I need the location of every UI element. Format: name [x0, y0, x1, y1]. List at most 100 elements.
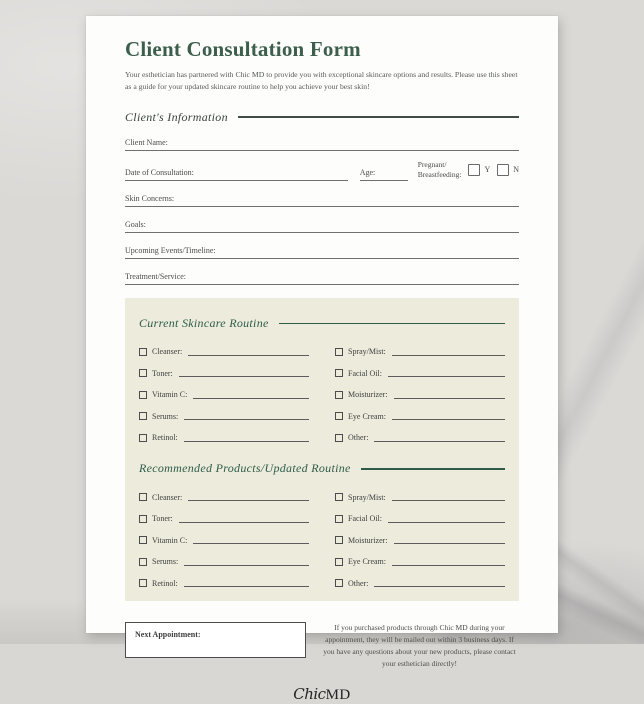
next-appointment-box[interactable]: Next Appointment: [125, 621, 306, 658]
serums-checkbox[interactable] [139, 557, 147, 566]
spray-mist-checkbox[interactable] [335, 493, 343, 502]
eye-cream-checkbox[interactable] [335, 557, 343, 566]
checkbox-item-other: Other: [335, 433, 505, 442]
checkbox-item-serums: Serums: [139, 412, 309, 421]
moisturizer-write-line[interactable] [393, 536, 505, 545]
other-checkbox[interactable] [335, 433, 343, 442]
moisturizer-write-line[interactable] [393, 391, 505, 399]
checkbox-item-facial-oil: Facial Oil: [335, 514, 505, 523]
client-name-label: Client Name: [125, 137, 168, 147]
recommended-routine-grid: Cleanser: Spray/Mist: Toner: Facial Oil:… [139, 480, 505, 588]
checkbox-item-eye-cream: Eye Cream: [335, 557, 505, 566]
checkbox-item-retinol: Retinol: [139, 579, 309, 588]
eye-cream-write-line[interactable] [391, 412, 505, 421]
spray-mist-checkbox[interactable] [335, 347, 343, 356]
checkbox-item-eye-cream: Eye Cream: [335, 412, 505, 421]
cleanser-checkbox[interactable] [139, 347, 147, 356]
checkbox-item-moisturizer: Moisturizer: [335, 536, 505, 545]
cleanser-write-line[interactable] [188, 493, 309, 502]
eye-cream-checkbox[interactable] [335, 412, 343, 421]
pregnant-no-option[interactable]: N [497, 163, 519, 176]
spray-mist-write-line[interactable] [391, 493, 505, 502]
checkbox-item-cleanser: Cleanser: [139, 347, 309, 356]
pregnant-breastfeeding-group: Pregnant/ Breastfeeding: Y N [418, 160, 519, 181]
checkbox-item-moisturizer: Moisturizer: [335, 390, 505, 399]
treatment-service-field[interactable]: Treatment/Service: [125, 268, 519, 285]
facial-oil-checkbox[interactable] [335, 369, 343, 378]
date-of-consultation-label: Date of Consultation: [125, 167, 194, 177]
section-divider-line [278, 322, 505, 325]
date-age-pregnant-row: Date of Consultation: Age: Pregnant/ Bre… [125, 160, 519, 181]
no-label: N [513, 165, 519, 175]
section-current-routine: Current Skincare Routine [139, 316, 505, 331]
date-of-consultation-field[interactable]: Date of Consultation: [125, 164, 348, 181]
serums-checkbox[interactable] [139, 412, 147, 421]
checkbox-item-vitamin-c: Vitamin C: [139, 390, 309, 399]
retinol-checkbox[interactable] [139, 579, 147, 588]
yes-label: Y [484, 165, 491, 175]
facial-oil-write-line[interactable] [388, 369, 505, 378]
section-client-information: Client's Information [125, 110, 519, 125]
checkbox-item-facial-oil: Facial Oil: [335, 369, 505, 378]
serums-write-line[interactable] [184, 412, 309, 421]
toner-write-line[interactable] [178, 515, 309, 523]
footer-note-text: If you purchased products through Chic M… [323, 622, 516, 668]
retinol-write-line[interactable] [183, 434, 309, 442]
pregnant-yes-option[interactable]: Y [468, 163, 491, 176]
other-checkbox[interactable] [335, 579, 343, 588]
facial-oil-write-line[interactable] [388, 515, 505, 523]
toner-write-line[interactable] [178, 369, 309, 378]
vitamin-c-checkbox[interactable] [139, 536, 147, 545]
section-current-routine-label: Current Skincare Routine [139, 315, 269, 330]
other-write-line[interactable] [374, 434, 505, 442]
facial-oil-checkbox[interactable] [335, 514, 343, 523]
checkbox-item-spray-mist: Spray/Mist: [335, 493, 505, 502]
chic-md-logo: ChicMD [125, 685, 519, 704]
other-write-line[interactable] [374, 579, 505, 588]
vitamin-c-write-line[interactable] [193, 536, 309, 545]
section-divider-line [237, 116, 519, 119]
no-checkbox[interactable] [497, 163, 510, 176]
vitamin-c-checkbox[interactable] [139, 390, 147, 399]
checkbox-item-toner: Toner: [139, 369, 309, 378]
moisturizer-checkbox[interactable] [335, 536, 343, 545]
age-label: Age: [359, 167, 376, 177]
skin-concerns-field[interactable]: Skin Concerns: [125, 190, 519, 207]
retinol-checkbox[interactable] [139, 433, 147, 442]
checkbox-item-retinol: Retinol: [139, 433, 309, 442]
footer-row: Next Appointment: If you purchased produ… [125, 621, 519, 670]
logo-script-text: Chic [293, 684, 326, 703]
cleanser-write-line[interactable] [188, 348, 309, 356]
serums-write-line[interactable] [184, 558, 309, 566]
form-intro-text: Your esthetician has partnered with Chic… [125, 70, 518, 92]
checkbox-item-spray-mist: Spray/Mist: [335, 347, 505, 356]
checkbox-item-serums: Serums: [139, 557, 309, 566]
goals-label: Goals: [125, 219, 146, 229]
toner-checkbox[interactable] [139, 514, 147, 523]
logo-serif-text: MD [325, 686, 351, 703]
vitamin-c-write-line[interactable] [193, 391, 309, 399]
eye-cream-write-line[interactable] [391, 558, 505, 566]
pregnant-breastfeeding-label: Pregnant/ Breastfeeding: [417, 159, 462, 179]
client-name-field[interactable]: Client Name: [125, 134, 519, 151]
upcoming-events-label: Upcoming Events/Timeline: [125, 245, 216, 255]
section-recommended-routine-label: Recommended Products/Updated Routine [139, 461, 351, 476]
age-field[interactable]: Age: [359, 164, 408, 181]
yes-checkbox[interactable] [468, 163, 481, 176]
current-routine-grid: Cleanser: Spray/Mist: Toner: Facial Oil:… [139, 335, 505, 442]
checkbox-item-vitamin-c: Vitamin C: [139, 536, 309, 545]
section-recommended-routine: Recommended Products/Updated Routine [139, 461, 505, 476]
checkbox-item-cleanser: Cleanser: [139, 493, 309, 502]
consultation-form-sheet: Client Consultation Form Your estheticia… [86, 16, 558, 703]
upcoming-events-field[interactable]: Upcoming Events/Timeline: [125, 242, 519, 259]
cleanser-checkbox[interactable] [139, 493, 147, 502]
section-client-information-label: Client's Information [125, 109, 228, 124]
toner-checkbox[interactable] [139, 369, 147, 378]
spray-mist-write-line[interactable] [391, 348, 505, 356]
moisturizer-checkbox[interactable] [335, 390, 343, 399]
skin-concerns-label: Skin Concerns: [125, 193, 175, 203]
retinol-write-line[interactable] [183, 579, 309, 588]
routine-panel: Current Skincare Routine Cleanser: Spray… [125, 297, 519, 601]
section-divider-line [360, 468, 505, 470]
goals-field[interactable]: Goals: [125, 216, 519, 233]
